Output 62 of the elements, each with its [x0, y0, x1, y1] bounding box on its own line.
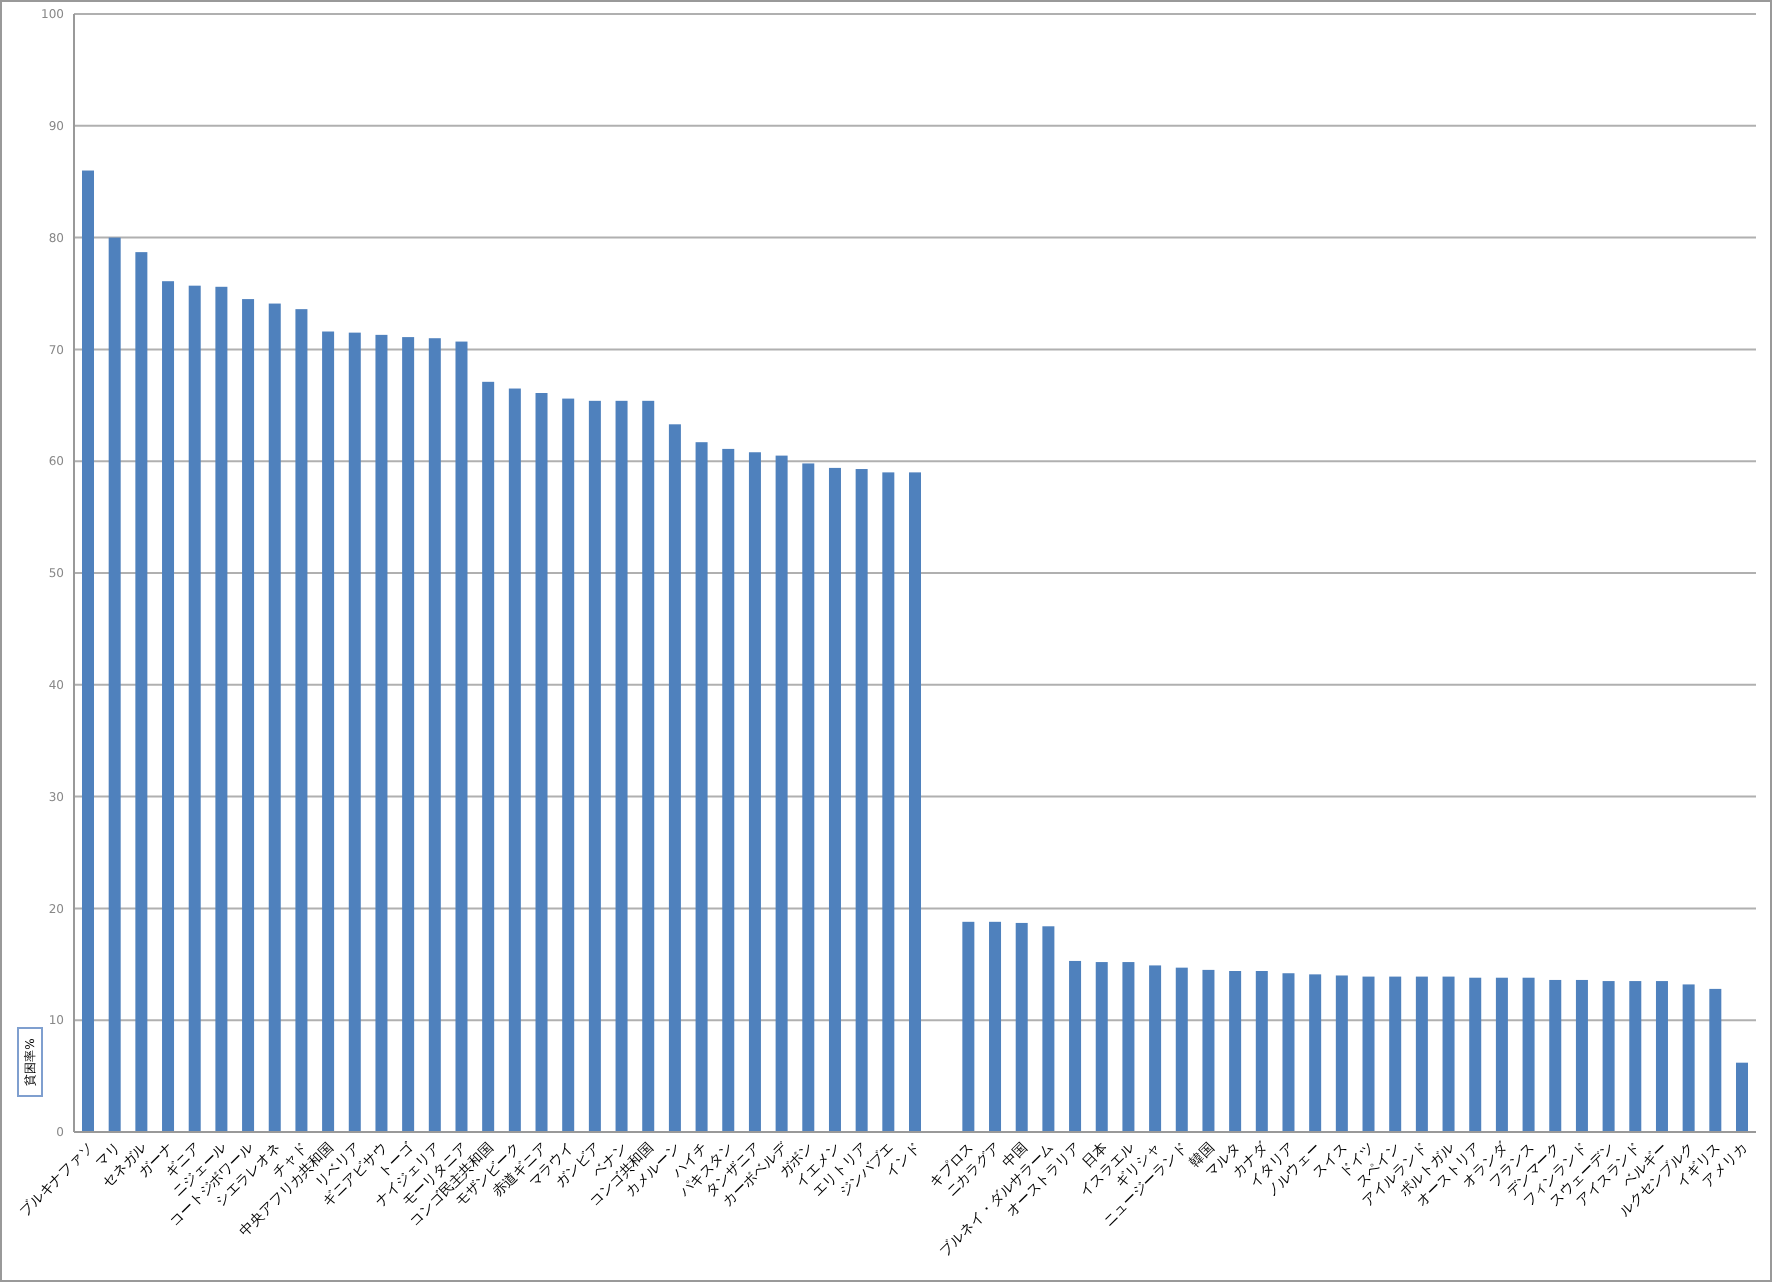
bar	[1069, 960, 1082, 1132]
bar	[722, 448, 735, 1132]
bar	[1175, 967, 1188, 1132]
bar	[535, 393, 548, 1132]
bar	[1282, 973, 1295, 1132]
bar	[802, 463, 815, 1132]
bar	[1389, 976, 1402, 1132]
bar	[1709, 988, 1722, 1132]
bar	[1495, 977, 1508, 1132]
bar	[909, 472, 921, 1132]
bar	[695, 442, 708, 1132]
bar	[268, 303, 281, 1132]
bar	[1415, 976, 1428, 1132]
bar	[1149, 965, 1162, 1132]
bar	[482, 381, 495, 1132]
bar	[668, 424, 681, 1132]
bar	[135, 252, 148, 1132]
bar	[748, 452, 761, 1132]
bar	[1202, 969, 1215, 1132]
bar	[562, 398, 575, 1132]
bar	[615, 400, 628, 1132]
bar	[1015, 922, 1028, 1132]
bar	[215, 286, 228, 1132]
bar	[348, 332, 361, 1132]
bar	[1575, 979, 1588, 1132]
bar	[1309, 974, 1322, 1132]
bar	[989, 921, 1002, 1132]
bar	[1122, 962, 1135, 1132]
bar	[1735, 1062, 1748, 1132]
bar	[1682, 984, 1695, 1132]
bar	[1469, 977, 1482, 1132]
bar	[855, 469, 868, 1132]
bar	[588, 400, 601, 1132]
bar	[1042, 926, 1055, 1132]
bar	[188, 285, 201, 1132]
bar	[82, 170, 95, 1132]
bar	[828, 467, 841, 1132]
bar	[642, 400, 655, 1132]
bar	[1255, 971, 1268, 1132]
bar	[108, 237, 121, 1132]
bar	[455, 341, 468, 1132]
bar	[1549, 979, 1562, 1132]
bar	[322, 331, 335, 1132]
bar	[1629, 981, 1642, 1132]
bar	[242, 299, 255, 1132]
bar	[375, 334, 388, 1132]
bar	[1095, 962, 1108, 1132]
bar	[775, 455, 788, 1132]
bar	[1602, 981, 1615, 1132]
bar	[428, 338, 441, 1132]
bar	[1655, 981, 1668, 1132]
bar	[162, 281, 175, 1132]
bar	[1442, 976, 1455, 1132]
bar	[508, 388, 521, 1132]
bar	[1362, 976, 1375, 1132]
bar	[962, 921, 975, 1132]
bar	[1335, 975, 1348, 1132]
bar	[882, 472, 895, 1132]
bar	[402, 337, 415, 1132]
bar	[1229, 971, 1242, 1132]
bar	[295, 309, 308, 1132]
bar	[1522, 977, 1535, 1132]
